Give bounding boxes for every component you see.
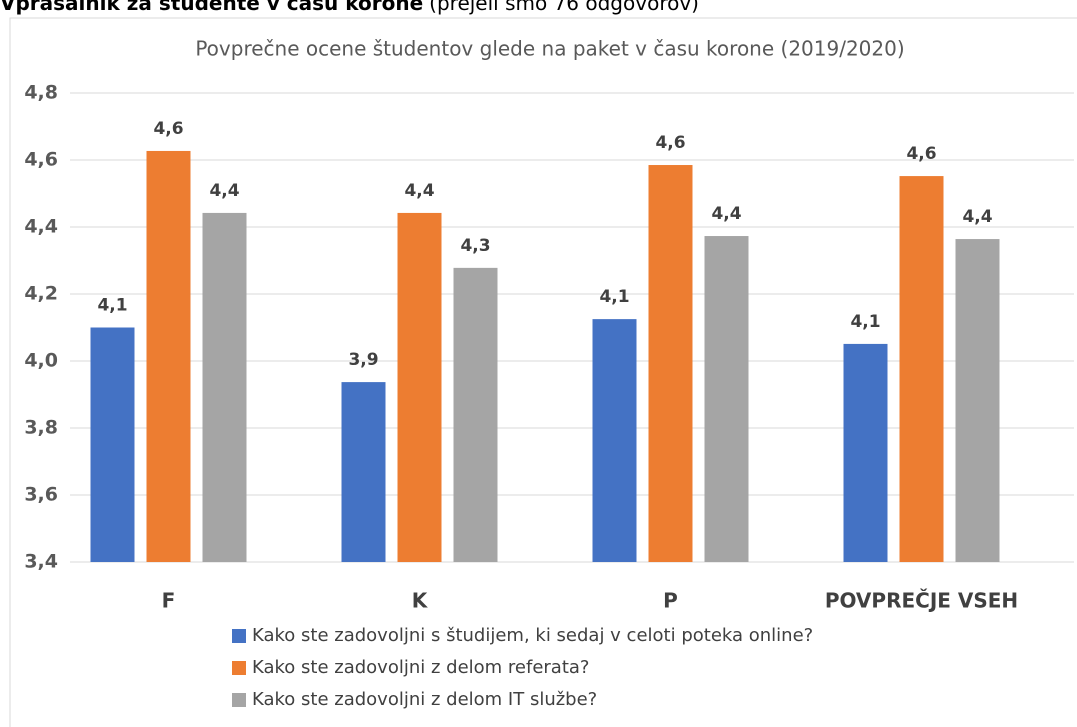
data-label: 4,1 (599, 287, 629, 307)
x-tick-label: P (663, 589, 678, 613)
bar (899, 176, 944, 562)
chart-title: Povprečne ocene študentov glede na paket… (195, 37, 904, 61)
data-label: 4,1 (97, 296, 127, 316)
heading-rest: (prejeli smo 76 odgovorov) (429, 0, 699, 15)
legend-swatch (232, 661, 246, 675)
bar (202, 212, 247, 562)
y-tick-label: 4,2 (24, 283, 58, 305)
bar (843, 343, 888, 562)
y-tick-label: 4,0 (24, 350, 58, 372)
bar (341, 382, 386, 562)
legend-swatch (232, 693, 246, 707)
data-label: 4,4 (404, 181, 434, 201)
data-label: 4,4 (711, 204, 741, 224)
bar (955, 239, 1000, 562)
y-tick-label: 4,8 (24, 82, 58, 104)
data-label: 4,6 (153, 119, 183, 139)
legend-label: Kako ste zadovoljni s študijem, ki sedaj… (252, 625, 813, 646)
data-label: 4,4 (209, 181, 239, 201)
x-tick-label: F (162, 589, 176, 613)
bar (146, 150, 191, 562)
x-tick-label: POVPREČJE VSEH (825, 589, 1018, 613)
bar (397, 212, 442, 562)
data-label: 4,1 (850, 312, 880, 332)
bar (90, 327, 135, 562)
x-tick-label: K (412, 589, 429, 613)
y-tick-label: 3,6 (24, 484, 58, 506)
data-label: 4,4 (962, 207, 992, 227)
heading: Vprašalnik za študente v času korone (pre… (0, 0, 699, 15)
y-tick-label: 3,4 (24, 551, 58, 573)
legend-swatch (232, 629, 246, 643)
data-label: 3,9 (348, 350, 378, 370)
bar (592, 319, 637, 562)
bar (704, 236, 749, 563)
bar (453, 267, 498, 562)
data-label: 4,6 (906, 144, 936, 164)
y-tick-label: 4,4 (24, 216, 58, 238)
y-tick-label: 4,6 (24, 149, 58, 171)
heading-bold: Vprašalnik za študente v času korone (0, 0, 423, 15)
data-label: 4,3 (460, 236, 490, 256)
legend-label: Kako ste zadovoljni z delom IT službe? (252, 689, 597, 710)
y-tick-label: 3,8 (24, 417, 58, 439)
data-label: 4,6 (655, 133, 685, 153)
bar (648, 165, 693, 562)
legend-label: Kako ste zadovoljni z delom referata? (252, 657, 589, 678)
